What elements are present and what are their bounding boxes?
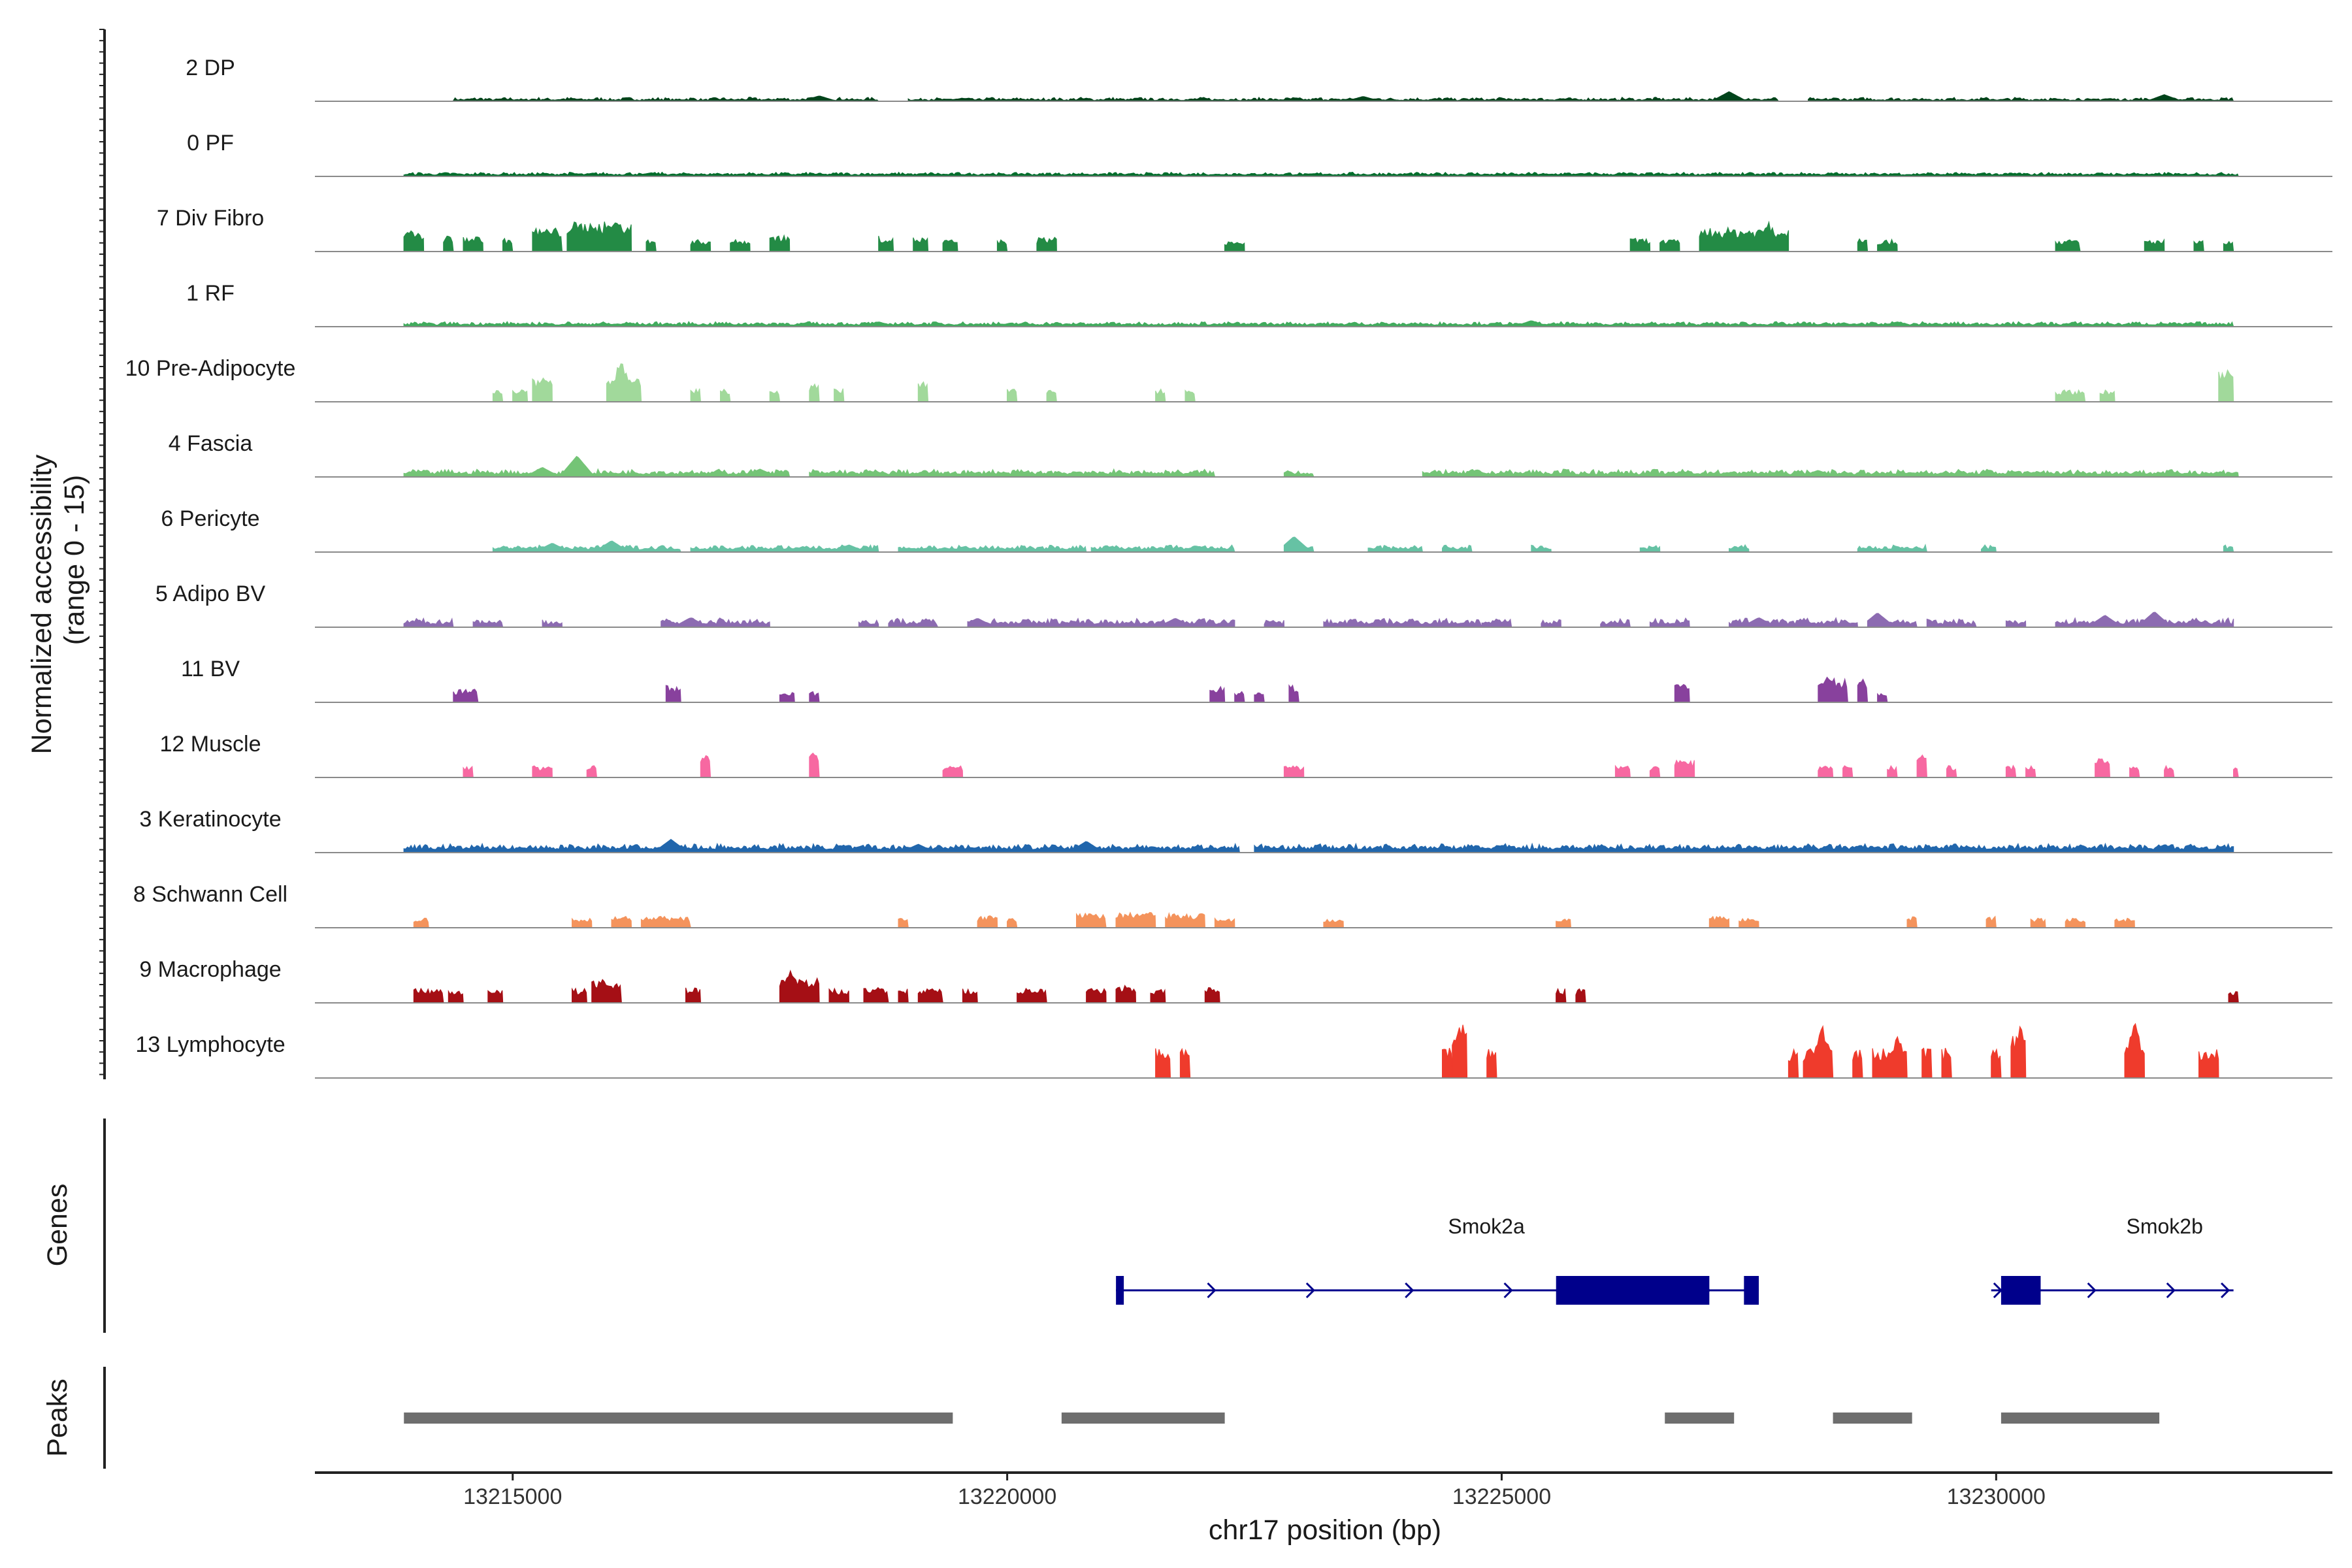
x-tick-label: 13220000 (958, 1484, 1056, 1509)
track-label: 9 Macrophage (139, 957, 281, 982)
track-14: 13 Lymphocyte (135, 1022, 2332, 1079)
coverage-area (463, 752, 2239, 778)
x-axis: 13215000 13220000 13225000 13230000 (315, 1471, 2332, 1509)
x-tick-label: 13230000 (1947, 1484, 2046, 1509)
track-11: 3 Keratinocyte (139, 807, 2332, 853)
track-10: 12 Muscle (160, 732, 2332, 778)
coverage-tracks: 2 DP 0 PF 7 Div Fibro 1 RF 10 Pre-Adipocyte 4… (125, 56, 2332, 1079)
coverage-area (403, 612, 2234, 628)
gene-strand-arrow (1405, 1282, 1414, 1299)
peak-panel (103, 1367, 2160, 1469)
track-8: 5 Adipo BV (155, 581, 2332, 628)
gene-label: Smok2a (1448, 1215, 1525, 1238)
gene-strand-arrow (1993, 1282, 2003, 1299)
track-label: 2 DP (186, 56, 235, 80)
gene-strand-arrow (2087, 1282, 2097, 1299)
gene-strand-arrow (1207, 1282, 1217, 1299)
coverage-area (492, 363, 2234, 402)
track-label: 8 Schwann Cell (133, 882, 287, 907)
coverage-area (403, 839, 2234, 853)
gene-exon (2001, 1276, 2041, 1305)
track-label: 3 Keratinocyte (139, 807, 281, 832)
gene-exon (1744, 1276, 1759, 1305)
gene-Smok2a: Smok2a (1116, 1215, 1759, 1305)
y-axis-title-line1: Normalized accessibility (26, 454, 57, 754)
gene-exon (1556, 1276, 1710, 1305)
track-1: 2 DP (186, 56, 2332, 102)
peak-region (1061, 1413, 1225, 1424)
track-label: 0 PF (187, 131, 234, 155)
track-12: 8 Schwann Cell (133, 882, 2332, 928)
peaks-axis-title: Peaks (42, 1379, 73, 1457)
gene-exon (1116, 1276, 1124, 1305)
left-axes (99, 29, 106, 1079)
track-2: 0 PF (187, 131, 2332, 177)
coverage-area (1155, 1022, 2219, 1079)
track-9: 11 BV (181, 657, 2332, 703)
gene-strand-arrow (1503, 1282, 1513, 1299)
peak-region (1665, 1413, 1735, 1424)
coverage-area (403, 455, 2239, 478)
coverage-area (492, 536, 2234, 553)
peak-region (2001, 1413, 2160, 1424)
x-tick-label: 13215000 (463, 1484, 562, 1509)
track-3: 7 Div Fibro (157, 206, 2332, 252)
track-7: 6 Pericyte (161, 506, 2332, 553)
coverage-area (403, 220, 2234, 252)
y-axis-title-line2: (range 0 - 15) (59, 475, 90, 645)
track-label: 13 Lymphocyte (135, 1032, 285, 1057)
x-axis-title: chr17 position (bp) (1209, 1514, 1441, 1546)
track-13: 9 Macrophage (139, 957, 2332, 1004)
peak-region (1833, 1413, 1912, 1424)
coverage-area (453, 91, 2234, 102)
x-tick-label: 13225000 (1452, 1484, 1551, 1509)
gene-label: Smok2b (2127, 1215, 2203, 1238)
track-label: 10 Pre-Adipocyte (125, 356, 296, 381)
coverage-area (413, 911, 2135, 928)
track-label: 6 Pericyte (161, 506, 259, 531)
gene-strand-arrow (2166, 1282, 2176, 1299)
track-4: 1 RF (186, 281, 2332, 327)
track-label: 4 Fascia (169, 431, 253, 456)
gene-strand-arrow (2220, 1282, 2230, 1299)
coverage-area (413, 970, 2239, 1004)
coverage-area (403, 320, 2234, 327)
track-label: 7 Div Fibro (157, 206, 264, 231)
track-label: 11 BV (181, 657, 240, 681)
track-label: 5 Adipo BV (155, 581, 266, 606)
gene-Smok2b: Smok2b (1991, 1215, 2234, 1305)
track-6: 4 Fascia (169, 431, 2332, 478)
track-label: 1 RF (186, 281, 235, 306)
track-5: 10 Pre-Adipocyte (125, 356, 2332, 402)
coverage-area (453, 676, 1888, 703)
gene-strand-arrow (1305, 1282, 1315, 1299)
coverage-area (403, 171, 2240, 177)
peak-region (404, 1413, 953, 1424)
gene-panel: Smok2a Smok2b (103, 1119, 2234, 1333)
genes-axis-title: Genes (42, 1184, 73, 1267)
track-label: 12 Muscle (160, 732, 261, 757)
gene-strand-arrow (1701, 1282, 1711, 1299)
